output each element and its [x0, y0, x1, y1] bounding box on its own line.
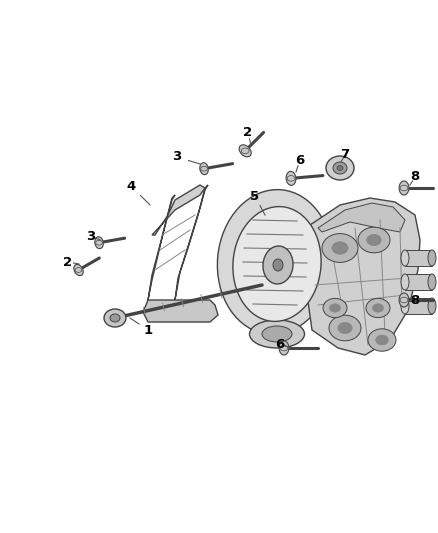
Ellipse shape: [401, 250, 409, 266]
Ellipse shape: [263, 246, 293, 284]
Ellipse shape: [322, 233, 358, 262]
Text: 5: 5: [251, 190, 260, 203]
Ellipse shape: [95, 237, 103, 249]
Ellipse shape: [250, 320, 304, 348]
Ellipse shape: [367, 235, 381, 246]
Ellipse shape: [326, 156, 354, 180]
Ellipse shape: [373, 304, 383, 312]
Text: 8: 8: [410, 294, 420, 306]
Ellipse shape: [279, 341, 289, 355]
Polygon shape: [152, 185, 205, 235]
Ellipse shape: [338, 322, 352, 334]
Ellipse shape: [428, 250, 436, 266]
Ellipse shape: [286, 172, 296, 185]
Text: 1: 1: [143, 324, 152, 336]
Ellipse shape: [330, 304, 340, 312]
Ellipse shape: [358, 227, 390, 253]
Ellipse shape: [401, 274, 409, 290]
Text: 6: 6: [295, 154, 304, 166]
Text: 4: 4: [127, 180, 136, 192]
Ellipse shape: [74, 264, 83, 276]
Ellipse shape: [428, 274, 436, 290]
Ellipse shape: [329, 315, 361, 341]
Ellipse shape: [332, 241, 348, 254]
Ellipse shape: [366, 298, 390, 318]
Ellipse shape: [333, 162, 347, 174]
Ellipse shape: [104, 309, 126, 327]
Text: 8: 8: [410, 171, 420, 183]
Polygon shape: [405, 274, 432, 290]
Ellipse shape: [273, 259, 283, 271]
Polygon shape: [143, 300, 218, 322]
Text: 3: 3: [173, 150, 182, 164]
Ellipse shape: [110, 314, 120, 322]
Ellipse shape: [401, 298, 409, 314]
Text: 2: 2: [64, 255, 73, 269]
Polygon shape: [405, 298, 432, 314]
Polygon shape: [405, 250, 432, 266]
Ellipse shape: [239, 145, 251, 157]
Ellipse shape: [376, 335, 389, 345]
Text: 6: 6: [276, 337, 285, 351]
Text: 3: 3: [86, 230, 95, 243]
Ellipse shape: [323, 298, 347, 318]
Polygon shape: [305, 198, 420, 355]
Ellipse shape: [337, 166, 343, 171]
Ellipse shape: [428, 298, 436, 314]
Ellipse shape: [200, 163, 208, 175]
Ellipse shape: [262, 326, 292, 342]
Ellipse shape: [399, 293, 409, 307]
Polygon shape: [318, 203, 405, 232]
Text: 7: 7: [340, 149, 350, 161]
Ellipse shape: [368, 329, 396, 351]
Polygon shape: [175, 185, 208, 300]
Ellipse shape: [217, 190, 332, 334]
Ellipse shape: [399, 181, 409, 195]
Polygon shape: [148, 195, 175, 300]
Text: 2: 2: [244, 126, 253, 140]
Ellipse shape: [233, 207, 321, 321]
